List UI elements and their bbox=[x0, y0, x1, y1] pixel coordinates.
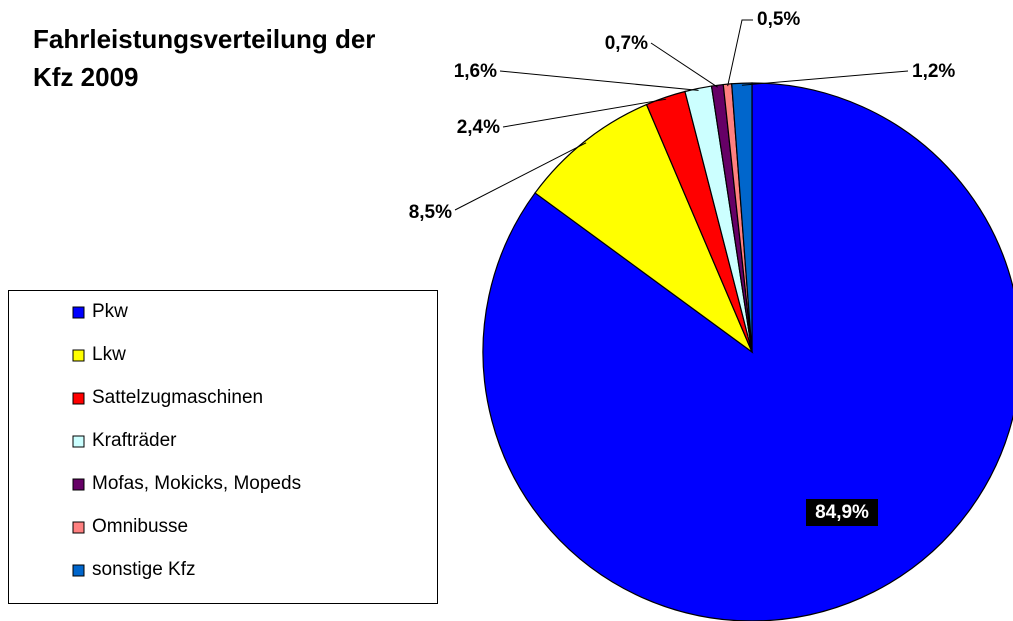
legend-label: Omnibusse bbox=[92, 516, 188, 537]
data-label-bg bbox=[806, 499, 878, 526]
leader-line bbox=[502, 98, 667, 128]
legend-swatch bbox=[72, 435, 85, 448]
leader-line bbox=[741, 70, 909, 86]
chart-title: Fahrleistungsverteilung der Kfz 2009 bbox=[33, 24, 376, 92]
data-label: 1,6% bbox=[454, 61, 497, 82]
leader-line bbox=[454, 142, 587, 211]
legend-swatch bbox=[72, 392, 85, 405]
legend-label: Sattelzugmaschinen bbox=[92, 387, 263, 408]
leader-line bbox=[499, 70, 699, 91]
legend-label: Pkw bbox=[92, 301, 128, 322]
legend-label: Mofas, Mokicks, Mopeds bbox=[92, 473, 301, 494]
legend-label: Krafträder bbox=[92, 430, 177, 451]
data-label: 84,9% bbox=[815, 502, 869, 523]
legend-swatch bbox=[72, 478, 85, 491]
leader-line bbox=[650, 42, 718, 88]
legend-label: sonstige Kfz bbox=[92, 559, 196, 580]
data-label: 0,5% bbox=[757, 9, 800, 30]
legend-label: Lkw bbox=[92, 344, 126, 365]
legend-swatch bbox=[72, 564, 85, 577]
data-label: 0,7% bbox=[605, 33, 648, 54]
leader-line bbox=[727, 19, 753, 87]
pie-slice bbox=[731, 82, 753, 353]
data-label: 8,5% bbox=[409, 202, 452, 223]
data-label: 2,4% bbox=[457, 117, 500, 138]
legend-swatch bbox=[72, 349, 85, 362]
pie-slice bbox=[482, 82, 1013, 621]
data-label: 1,2% bbox=[912, 61, 955, 82]
legend-swatch bbox=[72, 521, 85, 534]
pie-slice bbox=[534, 103, 754, 354]
legend-swatch bbox=[72, 306, 85, 319]
